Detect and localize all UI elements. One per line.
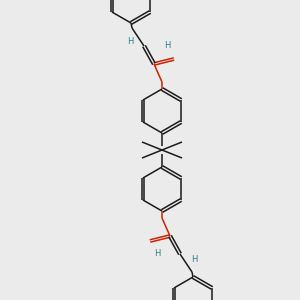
- Text: H: H: [127, 37, 133, 46]
- Text: H: H: [191, 254, 197, 263]
- Text: H: H: [164, 41, 170, 50]
- Text: H: H: [154, 250, 160, 259]
